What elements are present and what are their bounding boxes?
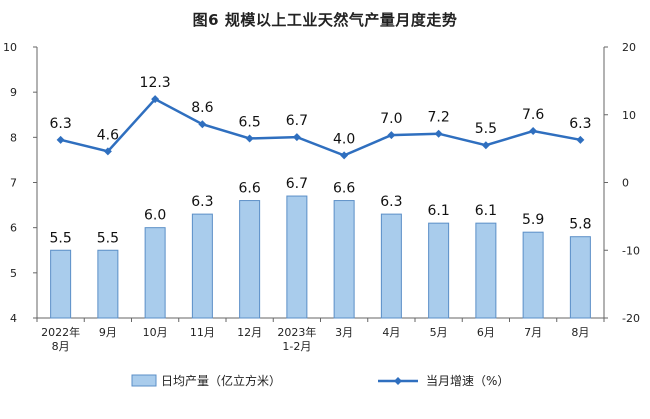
x-tick-label: 2023年 (277, 325, 316, 339)
x-tick-label: 12月 (237, 326, 262, 339)
bar (428, 222, 450, 319)
legend-bar-label: 日均产量（亿立方米） (161, 373, 281, 388)
bar (286, 195, 308, 319)
growth-point (481, 141, 490, 150)
growth-value-label: 7.2 (427, 110, 449, 126)
bar (239, 200, 261, 319)
growth-value-label: 7.6 (522, 107, 544, 123)
growth-value-label: 6.5 (238, 114, 260, 130)
growth-value-label: 4.0 (333, 131, 355, 147)
growth-line (60, 97, 581, 157)
growth-value-label: 4.6 (97, 127, 119, 143)
x-tick-label: 3月 (335, 326, 353, 339)
bar (569, 236, 591, 319)
bar-value-label: 6.1 (475, 203, 497, 219)
growth-point (198, 120, 207, 129)
growth-point (340, 151, 349, 160)
x-tick-label: 4月 (382, 326, 400, 339)
x-tick-label: 7月 (524, 326, 542, 339)
x-tick-label: 6月 (477, 326, 495, 339)
x-tick-label: 5月 (430, 326, 448, 339)
right-tick-label: -20 (622, 312, 640, 325)
right-tick-label: 0 (622, 177, 629, 190)
bar (191, 213, 213, 319)
bar-value-label: 6.0 (144, 208, 166, 224)
growth-point (387, 131, 396, 140)
right-tick-label: -10 (622, 244, 640, 257)
left-tick-label: 4 (10, 312, 17, 325)
bar (97, 249, 119, 319)
bar-value-label: 5.5 (97, 230, 119, 246)
x-tick-label: 11月 (190, 326, 215, 339)
x-tick-label: 8月 (52, 340, 70, 353)
bar-value-label: 6.6 (238, 181, 260, 197)
left-tick-label: 6 (10, 222, 17, 235)
growth-point (103, 147, 112, 156)
bar (144, 227, 166, 319)
left-tick-label: 9 (10, 86, 17, 99)
bar-value-label: 5.8 (569, 217, 591, 233)
legend-line-marker (394, 377, 402, 385)
growth-point (245, 134, 254, 143)
growth-value-label: 6.7 (286, 113, 308, 129)
bar-value-label: 5.9 (522, 212, 544, 228)
left-tick-label: 5 (10, 267, 17, 280)
bar (380, 213, 402, 319)
growth-point (292, 133, 301, 142)
right-tick-label: 20 (622, 41, 636, 54)
growth-point (56, 135, 65, 144)
chart-title: 图6 规模以上工业天然气产量月度走势 (192, 11, 458, 29)
growth-point (529, 127, 538, 136)
bar (333, 200, 355, 319)
growth-value-label: 12.3 (140, 75, 171, 91)
bar-value-label: 5.5 (49, 230, 71, 246)
left-tick-label: 7 (10, 177, 17, 190)
growth-value-label: 6.3 (49, 116, 71, 132)
bar (50, 249, 72, 319)
bar-value-label: 6.6 (333, 181, 355, 197)
growth-value-label: 6.3 (569, 116, 591, 132)
bar-value-label: 6.7 (286, 176, 308, 192)
growth-value-label: 8.6 (191, 100, 213, 116)
x-tick-label: 10月 (143, 326, 168, 339)
left-tick-label: 8 (10, 131, 17, 144)
legend-bar-swatch (131, 374, 157, 387)
x-tick-label: 8月 (571, 326, 589, 339)
x-tick-label: 2022年 (41, 325, 80, 339)
legend-line-label: 当月增速（%） (426, 374, 509, 388)
bar-value-label: 6.3 (380, 194, 402, 210)
right-tick-label: 10 (622, 109, 636, 122)
x-tick-label: 1-2月 (282, 340, 311, 353)
bar-value-label: 6.3 (191, 194, 213, 210)
growth-value-label: 7.0 (380, 111, 402, 127)
growth-point (434, 129, 443, 138)
bar (475, 222, 497, 319)
x-tick-label: 9月 (99, 326, 117, 339)
bar-value-label: 6.1 (427, 203, 449, 219)
growth-point (576, 135, 585, 144)
growth-value-label: 5.5 (475, 121, 497, 137)
bar (522, 231, 544, 319)
left-tick-label: 10 (3, 41, 17, 54)
growth-point (151, 95, 160, 104)
